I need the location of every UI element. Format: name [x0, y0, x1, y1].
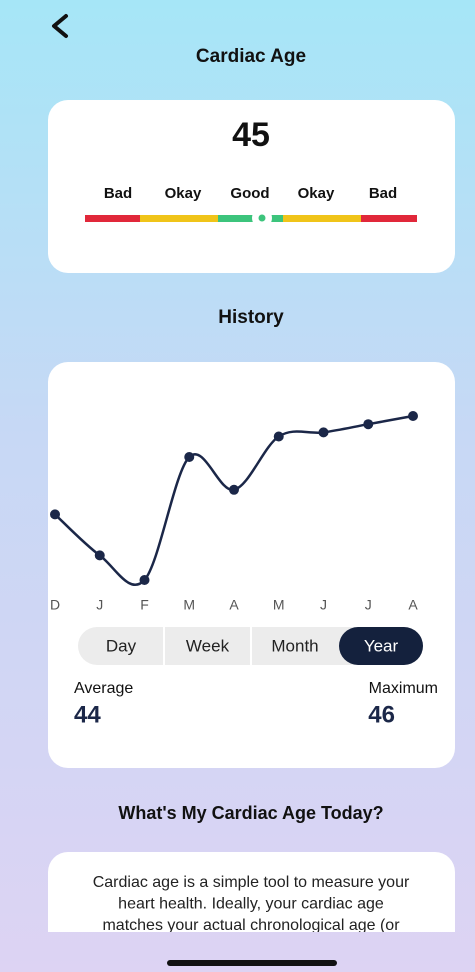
point [273, 431, 284, 442]
info-text: Cardiac age is a simple tool to measure … [93, 874, 410, 891]
scale-segment [361, 215, 417, 222]
info-card-group: Cardiac age is a simple tool to measure … [48, 852, 455, 934]
scale-segment [85, 215, 140, 222]
tab[interactable]: Week [186, 636, 230, 655]
line [54, 414, 414, 586]
x-tick-label: F [140, 597, 149, 613]
point [229, 484, 239, 495]
back-button[interactable] [52, 14, 68, 38]
tab[interactable]: Day [106, 636, 137, 655]
point [363, 419, 374, 430]
x-tick-label: M [183, 597, 195, 613]
scale-label: Okay [165, 185, 202, 202]
scale-segment [218, 215, 283, 222]
maximum-value: 46 [368, 701, 395, 728]
info-text: heart health. Ideally, your cardiac age [118, 896, 384, 913]
x-tick-label: J [320, 597, 327, 613]
x-tick-label: J [365, 597, 372, 613]
point [318, 427, 329, 438]
tab-selected [339, 627, 423, 665]
history-card [48, 362, 455, 768]
score-card [48, 100, 455, 273]
scale-segment [140, 215, 218, 222]
scale-label: Bad [104, 185, 132, 202]
info-card [48, 852, 455, 932]
point [139, 575, 150, 585]
scale-label: Bad [369, 185, 397, 202]
x-tick-label: M [273, 597, 285, 613]
scale-segment [283, 215, 361, 222]
scale-indicator-dot [258, 214, 266, 222]
point [50, 509, 60, 520]
point [184, 452, 195, 462]
info-title: What's My Cardiac Age Today? [118, 803, 383, 823]
info-text: matches your actual chronological age (o… [102, 917, 400, 934]
scale-label: Okay [298, 185, 335, 202]
score-value: 45 [232, 116, 270, 154]
tab[interactable]: Month [271, 636, 318, 655]
maximum-label: Maximum [369, 680, 438, 697]
scale-label: Good [230, 185, 269, 202]
point [408, 411, 418, 421]
tab[interactable]: Year [364, 636, 399, 655]
history-title: History [218, 307, 284, 328]
x-tick-label: A [229, 597, 239, 613]
title: Cardiac Age [196, 46, 306, 67]
x-tick-label: A [408, 597, 418, 613]
x-tick-label: D [50, 597, 60, 613]
x-tick-label: J [96, 597, 103, 613]
average-label: Average [74, 680, 133, 697]
home-indicator [167, 960, 337, 966]
average-value: 44 [74, 701, 101, 728]
point [94, 550, 105, 561]
